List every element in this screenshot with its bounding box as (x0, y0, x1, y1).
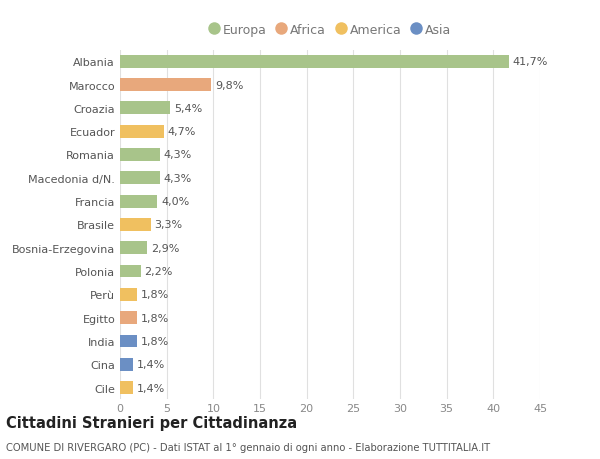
Text: 3,3%: 3,3% (155, 220, 182, 230)
Bar (120, 381, 133, 394)
Text: 1,4%: 1,4% (137, 359, 165, 369)
Text: 4,0%: 4,0% (161, 196, 190, 207)
Bar (120, 125, 164, 138)
Text: 4,3%: 4,3% (164, 150, 192, 160)
Bar (120, 195, 157, 208)
Text: 2,2%: 2,2% (144, 266, 173, 276)
Text: 9,8%: 9,8% (215, 80, 244, 90)
Legend: Europa, Africa, America, Asia: Europa, Africa, America, Asia (209, 24, 451, 37)
Bar (120, 358, 133, 371)
Bar (120, 218, 151, 231)
Text: 41,7%: 41,7% (513, 57, 548, 67)
Bar (120, 265, 140, 278)
Text: 4,3%: 4,3% (164, 174, 192, 184)
Bar (120, 56, 509, 68)
Bar (120, 172, 160, 185)
Bar (120, 288, 137, 301)
Text: 2,9%: 2,9% (151, 243, 179, 253)
Bar (120, 149, 160, 162)
Text: 5,4%: 5,4% (174, 104, 202, 114)
Bar (120, 312, 137, 325)
Text: 1,4%: 1,4% (137, 383, 165, 393)
Text: 1,8%: 1,8% (140, 336, 169, 346)
Text: 4,7%: 4,7% (167, 127, 196, 137)
Text: COMUNE DI RIVERGARO (PC) - Dati ISTAT al 1° gennaio di ogni anno - Elaborazione : COMUNE DI RIVERGARO (PC) - Dati ISTAT al… (6, 442, 490, 452)
Bar (120, 335, 137, 347)
Bar (120, 102, 170, 115)
Bar (120, 79, 211, 92)
Text: Cittadini Stranieri per Cittadinanza: Cittadini Stranieri per Cittadinanza (6, 415, 297, 430)
Text: 1,8%: 1,8% (140, 313, 169, 323)
Text: 1,8%: 1,8% (140, 290, 169, 300)
Bar (120, 242, 147, 255)
